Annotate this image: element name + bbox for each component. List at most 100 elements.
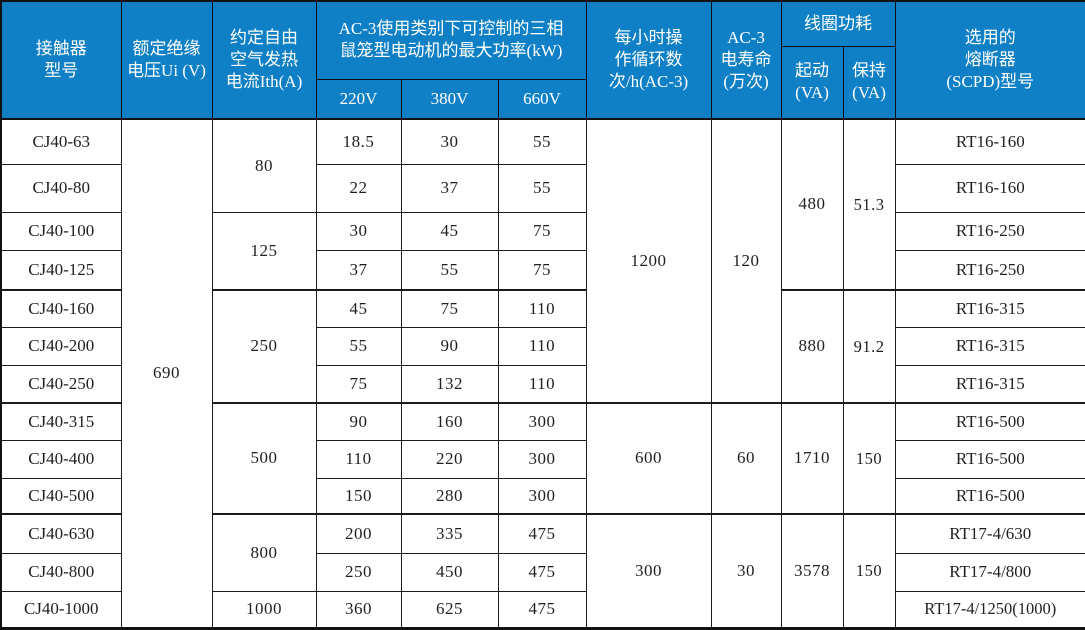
- kw-380v-cell: 160: [400, 402, 499, 441]
- header-conventional-thermal-current: 约定自由 空气发热 电流Ith(A): [211, 0, 317, 120]
- header-operating-cycles-per-hour: 每小时操 作循环数 次/h(AC-3): [585, 0, 712, 120]
- coil-start-va-cell: 880: [780, 289, 844, 404]
- fuse-cell: RT16-315: [894, 364, 1085, 404]
- kw-220v-cell: 37: [315, 249, 402, 291]
- coil-hold-va-cell: 150: [842, 402, 896, 515]
- thermal-current-cell: 1000: [211, 590, 317, 629]
- kw-380v-cell: 220: [400, 439, 499, 479]
- kw-660v-cell: 475: [497, 552, 587, 592]
- fuse-cell: RT16-500: [894, 402, 1085, 441]
- cycles-cell: 600: [585, 402, 712, 515]
- fuse-cell: RT17-4/630: [894, 513, 1085, 554]
- table-row: CJ40-63 690 80 18.5 30 55 1200 120 480 5…: [0, 118, 1085, 629]
- kw-660v-cell: 300: [497, 439, 587, 479]
- kw-660v-cell: 475: [497, 513, 587, 554]
- table-row: CJ40-160 250 45 75 110 880 91.2 RT16-315: [0, 289, 1085, 404]
- fuse-cell: RT16-160: [894, 163, 1085, 213]
- header-ac3-max-power-group: AC-3使用类别下可控制的三相 鼠笼型电动机的最大功率(kW): [315, 0, 587, 80]
- kw-220v-cell: 22: [315, 163, 402, 213]
- kw-660v-cell: 300: [497, 402, 587, 441]
- kw-220v-cell: 150: [315, 477, 402, 515]
- kw-220v-cell: 30: [315, 211, 402, 251]
- model-cell: CJ40-250: [0, 364, 122, 404]
- header-380v: 380V: [400, 78, 499, 120]
- coil-hold-va-cell: 51.3: [842, 118, 896, 291]
- table-body: CJ40-63 690 80 18.5 30 55 1200 120 480 5…: [0, 118, 1085, 629]
- kw-220v-cell: 18.5: [315, 118, 402, 165]
- model-cell: CJ40-400: [0, 439, 122, 479]
- fuse-cell: RT16-250: [894, 249, 1085, 291]
- kw-660v-cell: 75: [497, 249, 587, 291]
- thermal-current-cell: 800: [211, 513, 317, 592]
- header-contactor-model: 接触器 型号: [0, 0, 122, 120]
- kw-660v-cell: 75: [497, 211, 587, 251]
- kw-660v-cell: 475: [497, 590, 587, 629]
- electrical-life-cell: 120: [710, 118, 782, 404]
- table-row: CJ40-630 800 200 335 475 300 30 3578 150…: [0, 513, 1085, 629]
- kw-380v-cell: 75: [400, 289, 499, 328]
- table-row: CJ40-125 37 55 75 RT16-250: [0, 249, 1085, 291]
- insulation-voltage-cell: 690: [120, 118, 213, 629]
- kw-220v-cell: 45: [315, 289, 402, 328]
- model-cell: CJ40-200: [0, 326, 122, 366]
- fuse-cell: RT16-500: [894, 477, 1085, 515]
- model-cell: CJ40-800: [0, 552, 122, 592]
- header-rated-insulation-voltage: 额定绝缘 电压Ui (V): [120, 0, 213, 120]
- fuse-cell: RT17-4/800: [894, 552, 1085, 592]
- kw-220v-cell: 55: [315, 326, 402, 366]
- fuse-cell: RT16-315: [894, 289, 1085, 328]
- electrical-life-cell: 30: [710, 513, 782, 629]
- cycles-cell: 1200: [585, 118, 712, 404]
- kw-660v-cell: 110: [497, 364, 587, 404]
- fuse-cell: RT17-4/1250(1000): [894, 590, 1085, 629]
- kw-380v-cell: 280: [400, 477, 499, 515]
- coil-start-va-cell: 1710: [780, 402, 844, 515]
- kw-380v-cell: 132: [400, 364, 499, 404]
- table-row: CJ40-800 250 450 475 RT17-4/800: [0, 552, 1085, 592]
- thermal-current-cell: 125: [211, 211, 317, 291]
- thermal-current-cell: 250: [211, 289, 317, 404]
- kw-380v-cell: 450: [400, 552, 499, 592]
- kw-380v-cell: 45: [400, 211, 499, 251]
- kw-380v-cell: 625: [400, 590, 499, 629]
- kw-380v-cell: 55: [400, 249, 499, 291]
- header-220v: 220V: [315, 78, 402, 120]
- kw-220v-cell: 250: [315, 552, 402, 592]
- table-row: CJ40-1000 1000 360 625 475 RT17-4/1250(1…: [0, 590, 1085, 629]
- kw-220v-cell: 360: [315, 590, 402, 629]
- coil-hold-va-cell: 150: [842, 513, 896, 629]
- table-row: CJ40-400 110 220 300 RT16-500: [0, 439, 1085, 479]
- header-coil-power-group: 线圈功耗: [780, 0, 896, 47]
- model-cell: CJ40-630: [0, 513, 122, 554]
- model-cell: CJ40-160: [0, 289, 122, 328]
- kw-660v-cell: 55: [497, 163, 587, 213]
- model-cell: CJ40-315: [0, 402, 122, 441]
- header-fuse-scpd-model: 选用的 熔断器 (SCPD)型号: [894, 0, 1085, 120]
- model-cell: CJ40-80: [0, 163, 122, 213]
- fuse-cell: RT16-500: [894, 439, 1085, 479]
- model-cell: CJ40-100: [0, 211, 122, 251]
- kw-220v-cell: 200: [315, 513, 402, 554]
- table-row: CJ40-250 75 132 110 RT16-315: [0, 364, 1085, 404]
- kw-660v-cell: 110: [497, 326, 587, 366]
- header-coil-starting-va: 起动 (VA): [780, 45, 844, 120]
- kw-220v-cell: 75: [315, 364, 402, 404]
- coil-hold-va-cell: 91.2: [842, 289, 896, 404]
- kw-660v-cell: 300: [497, 477, 587, 515]
- kw-380v-cell: 90: [400, 326, 499, 366]
- cycles-cell: 300: [585, 513, 712, 629]
- table-row: CJ40-500 150 280 300 RT16-500: [0, 477, 1085, 515]
- kw-380v-cell: 37: [400, 163, 499, 213]
- model-cell: CJ40-500: [0, 477, 122, 515]
- coil-start-va-cell: 480: [780, 118, 844, 291]
- fuse-cell: RT16-250: [894, 211, 1085, 251]
- kw-220v-cell: 90: [315, 402, 402, 441]
- kw-660v-cell: 55: [497, 118, 587, 165]
- header-coil-holding-va: 保持 (VA): [842, 45, 896, 120]
- table-row: CJ40-315 500 90 160 300 600 60 1710 150 …: [0, 402, 1085, 515]
- thermal-current-cell: 80: [211, 118, 317, 213]
- model-cell: CJ40-1000: [0, 590, 122, 629]
- model-cell: CJ40-63: [0, 118, 122, 165]
- model-cell: CJ40-125: [0, 249, 122, 291]
